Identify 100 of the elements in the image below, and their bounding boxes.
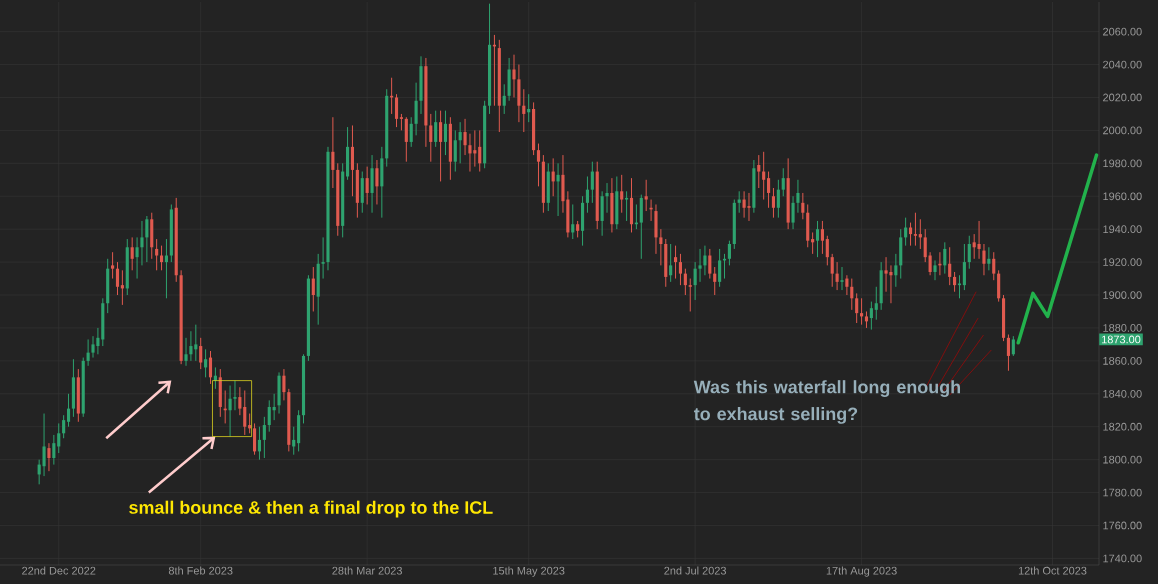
- candlestick: [874, 286, 878, 321]
- text: 1873.00: [1102, 335, 1141, 344]
- candlestick: [282, 368, 286, 401]
- candlestick: [791, 195, 795, 230]
- candlestick: [42, 413, 46, 477]
- candlestick: [698, 248, 702, 283]
- candlestick: [184, 337, 188, 367]
- candlestick: [796, 179, 800, 214]
- y-tick-label: 1740.00: [1103, 554, 1142, 563]
- candlestick: [757, 154, 761, 189]
- candlestick: [688, 278, 692, 312]
- candlestick: [860, 297, 864, 326]
- candlestick: [801, 192, 805, 220]
- candlestick: [267, 399, 271, 433]
- x-tick-label: 22nd Dec 2022: [22, 566, 96, 575]
- y-tick-label: 1780.00: [1103, 488, 1142, 497]
- candlestick: [463, 118, 467, 156]
- candlestick: [243, 390, 247, 436]
- candlestick: [111, 251, 115, 280]
- y-tick-label: 2060.00: [1103, 27, 1142, 36]
- candlestick: [204, 348, 208, 378]
- candlestick: [199, 337, 203, 370]
- candlestick: [620, 174, 624, 214]
- candlestick: [350, 124, 355, 197]
- candlestick: [811, 231, 815, 255]
- candlestick: [468, 133, 472, 173]
- candlestick: [434, 110, 438, 148]
- candlestick: [840, 266, 844, 291]
- candlestick: [718, 248, 722, 288]
- candlestick: [659, 228, 663, 266]
- candlestick: [585, 175, 590, 214]
- candlestick: [747, 192, 751, 222]
- candlestick: [992, 251, 996, 281]
- candlestick: [1006, 334, 1011, 372]
- y-tick-label: 2040.00: [1103, 60, 1142, 69]
- candlestick: [233, 380, 237, 411]
- candlestick: [625, 190, 629, 222]
- candlestick: [835, 261, 839, 291]
- candlestick: [394, 93, 399, 128]
- x-tick-label: 15th May 2023: [493, 566, 565, 577]
- candlestick: [194, 324, 198, 362]
- candlestick: [678, 253, 683, 286]
- candlestick: [644, 179, 648, 212]
- x-tick-label: 2nd Jul 2023: [664, 566, 727, 575]
- candlestick: [830, 253, 834, 288]
- candlestick: [429, 113, 433, 163]
- candlestick: [228, 385, 232, 438]
- y-tick-label: 2000.00: [1103, 126, 1142, 135]
- candlestick: [478, 129, 482, 173]
- y-tick-label: 1980.00: [1103, 159, 1142, 168]
- candlestick: [987, 246, 991, 271]
- candlestick: [262, 416, 266, 459]
- y-tick-label: 2020.00: [1103, 93, 1142, 102]
- candlestick: [855, 292, 859, 324]
- candlestick: [967, 235, 971, 270]
- candlestick: [571, 203, 575, 240]
- candlestick: [953, 271, 957, 293]
- y-tick-label: 1840.00: [1103, 389, 1142, 398]
- y-tick-label: 1760.00: [1103, 521, 1142, 530]
- candlestick: [771, 187, 776, 219]
- candlestick: [815, 220, 820, 258]
- candlestick: [781, 167, 785, 197]
- candlestick: [708, 248, 712, 280]
- x-tick-label: 12th Oct 2023: [1018, 566, 1087, 575]
- candlestick: [1011, 335, 1015, 357]
- candlestick: [767, 171, 771, 209]
- candlestick: [820, 220, 824, 255]
- candlestick: [673, 245, 678, 280]
- candlestick: [869, 301, 873, 331]
- candlestick: [404, 116, 408, 163]
- candlestick: [669, 243, 673, 283]
- candlestick: [321, 236, 325, 280]
- candlestick: [47, 442, 51, 472]
- line-series: [1016, 153, 1099, 345]
- candlestick: [208, 350, 213, 385]
- candlestick: [365, 166, 369, 205]
- y-tick-label: 1800.00: [1103, 455, 1142, 464]
- candlestick: [115, 261, 120, 296]
- candlestick: [458, 121, 462, 164]
- candlestick: [737, 190, 741, 214]
- y-tick-label: 1820.00: [1103, 422, 1142, 431]
- candlestick: [140, 220, 144, 266]
- candlestick: [443, 110, 448, 156]
- candlestick: [933, 259, 937, 281]
- candlestick: [913, 212, 917, 247]
- x-tick-label: 28th Mar 2023: [332, 566, 402, 575]
- candlestick: [948, 246, 952, 286]
- candlestick: [590, 161, 594, 204]
- candlestick: [923, 228, 927, 263]
- candlestick: [845, 274, 849, 296]
- y-tick-label: 1920.00: [1103, 258, 1142, 266]
- candlestick: [918, 218, 922, 250]
- candlestick: [453, 129, 457, 173]
- x-tick-label: 17th Aug 2023: [826, 566, 897, 577]
- candlestick: [776, 179, 780, 219]
- candlestick: [238, 386, 242, 416]
- candlestick: [409, 116, 413, 148]
- candlestick: [86, 338, 90, 367]
- candlestick: [894, 253, 898, 288]
- candlestick: [962, 243, 966, 291]
